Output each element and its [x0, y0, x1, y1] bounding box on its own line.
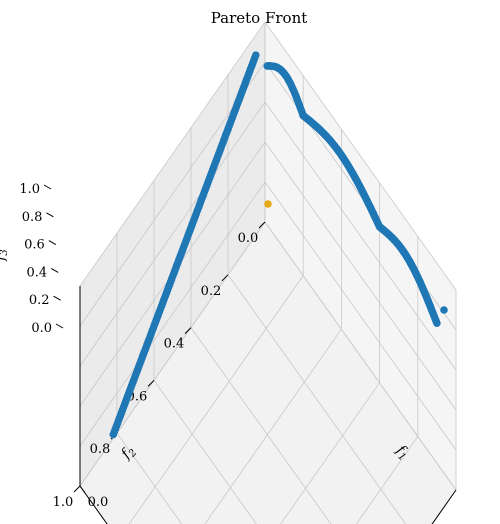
y-tick-label: 0.4	[164, 337, 185, 352]
grid-line	[79, 181, 266, 447]
axis-panes	[80, 22, 456, 524]
grid-line	[204, 328, 342, 524]
grid-line	[264, 21, 457, 291]
z-tick-mark	[43, 184, 52, 190]
z-tick-label: 0.8	[22, 210, 43, 225]
z-tick-label: 0.2	[29, 293, 50, 308]
z-tick-label: 0.4	[27, 265, 48, 280]
grid-line	[280, 382, 380, 524]
z-tick-mark	[48, 240, 57, 246]
z-tick-label: 0.6	[24, 238, 45, 253]
axis-lines	[79, 286, 457, 524]
data-point	[433, 319, 441, 328]
tick-labels: 0.00.20.40.60.81.00.00.20.40.60.81.00.00…	[19, 182, 266, 510]
grid-line	[264, 181, 457, 451]
y-tick-mark	[184, 327, 192, 334]
z-tick-mark	[50, 267, 59, 273]
z-tick-mark	[46, 212, 54, 218]
y-tick-label: 0.2	[201, 284, 222, 299]
floor-pane	[80, 222, 456, 524]
y-tick-mark	[147, 380, 155, 387]
svg-text:f3: f3	[0, 249, 10, 262]
y-tick-mark	[73, 485, 81, 493]
grid-line	[153, 380, 257, 524]
grid-line	[116, 432, 183, 524]
wall-pane-right	[265, 22, 456, 490]
grid-line	[227, 274, 407, 524]
data-points	[109, 51, 448, 439]
grid-line	[79, 21, 266, 287]
grid-line	[79, 221, 266, 487]
grid-line	[79, 101, 266, 367]
z-tick-mark	[53, 295, 61, 301]
grid-line	[264, 101, 457, 371]
wall-pane-left	[80, 22, 265, 486]
z-axis-label: f3	[0, 249, 10, 262]
data-point	[264, 200, 272, 208]
data-point	[252, 51, 260, 59]
z-tick-label: 1.0	[19, 182, 40, 197]
z-tick-mark	[55, 323, 64, 329]
grid-line	[128, 275, 304, 524]
y-tick-label: 1.0	[53, 495, 74, 510]
y-tick-mark	[221, 274, 229, 282]
grid-line	[264, 141, 457, 411]
grid-line	[190, 327, 332, 524]
z-tick-label: 0.0	[31, 321, 52, 336]
grid-line	[355, 436, 419, 524]
y-tick-label: 0.8	[90, 442, 111, 457]
x-tick-mark	[79, 485, 86, 494]
x-tick-label: 0.0	[88, 495, 109, 510]
grid-line	[264, 221, 457, 491]
chart-title: Pareto Front	[211, 9, 308, 27]
data-point	[440, 306, 448, 314]
y-tick-label: 0.0	[238, 231, 259, 246]
y-tick-mark	[258, 221, 266, 229]
